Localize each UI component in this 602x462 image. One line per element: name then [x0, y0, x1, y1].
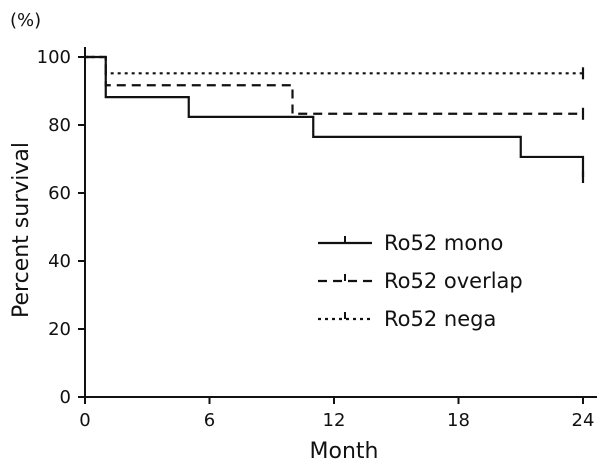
y-tick-label: 100 — [37, 47, 71, 68]
y-tick-label: 0 — [60, 387, 71, 408]
x-tick-label: 6 — [204, 410, 215, 431]
y-axis-unit: (%) — [10, 10, 41, 31]
series-line-3 — [85, 55, 583, 75]
x-tick-label: 18 — [447, 410, 470, 431]
y-axis-title: Percent survival — [9, 142, 34, 318]
y-tick-label: 60 — [48, 183, 71, 204]
y-tick-label: 20 — [48, 319, 71, 340]
legend: Ro52 mono Ro52 overlap Ro52 nega — [318, 231, 523, 331]
legend-label: Ro52 mono — [384, 231, 503, 255]
y-tick-label: 40 — [48, 251, 71, 272]
x-axis-title: Month — [310, 439, 379, 462]
x-tick-label: 0 — [79, 410, 90, 431]
series-line-1 — [85, 55, 585, 178]
series-layer — [85, 55, 585, 184]
y-tick-label: 80 — [48, 115, 71, 136]
series-line-2 — [85, 55, 583, 115]
x-tick-label: 12 — [323, 410, 346, 431]
legend-label: Ro52 overlap — [384, 269, 523, 293]
x-tick-label: 24 — [572, 410, 595, 431]
axes-group: 0 20 40 60 80 100 0 6 12 18 24 — [37, 47, 597, 431]
legend-label: Ro52 nega — [384, 307, 496, 331]
